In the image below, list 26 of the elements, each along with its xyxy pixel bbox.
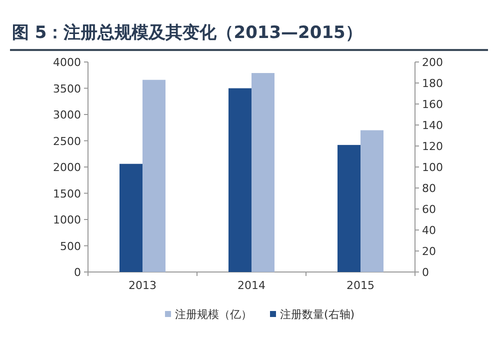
y2-tick-label: 160 <box>422 98 443 111</box>
chart-title: 图 5：注册总规模及其变化（2013—2015） <box>12 23 362 43</box>
y-tick-label: 4000 <box>53 56 81 69</box>
y2-tick-label: 140 <box>422 119 443 132</box>
legend-label: 注册规模（亿） <box>175 308 252 321</box>
y-tick-label: 3000 <box>53 108 81 122</box>
y-tick-label: 2500 <box>53 134 81 148</box>
y2-tick-label: 180 <box>422 77 443 90</box>
x-tick-label: 2014 <box>238 279 266 292</box>
y-tick-label: 500 <box>60 240 81 253</box>
y2-tick-label: 20 <box>422 245 436 258</box>
y-tick-label: 1500 <box>53 187 81 200</box>
legend-label: 注册数量(右轴) <box>280 308 355 321</box>
y-tick-label: 0 <box>74 266 81 279</box>
y2-tick-label: 0 <box>422 266 429 279</box>
y2-tick-label: 120 <box>422 140 443 153</box>
y-tick-label: 3500 <box>53 82 81 96</box>
y2-tick-label: 40 <box>422 224 436 237</box>
y-tick-label: 2000 <box>53 161 81 174</box>
y2-tick-label: 80 <box>422 182 436 195</box>
y-tick-label: 1000 <box>53 214 81 226</box>
y2-tick-label: 60 <box>422 203 436 216</box>
y2-tick-label: 200 <box>422 56 443 69</box>
x-tick-label: 2015 <box>346 279 374 292</box>
x-tick-label: 2013 <box>128 279 156 292</box>
y2-tick-label: 100 <box>422 161 443 174</box>
